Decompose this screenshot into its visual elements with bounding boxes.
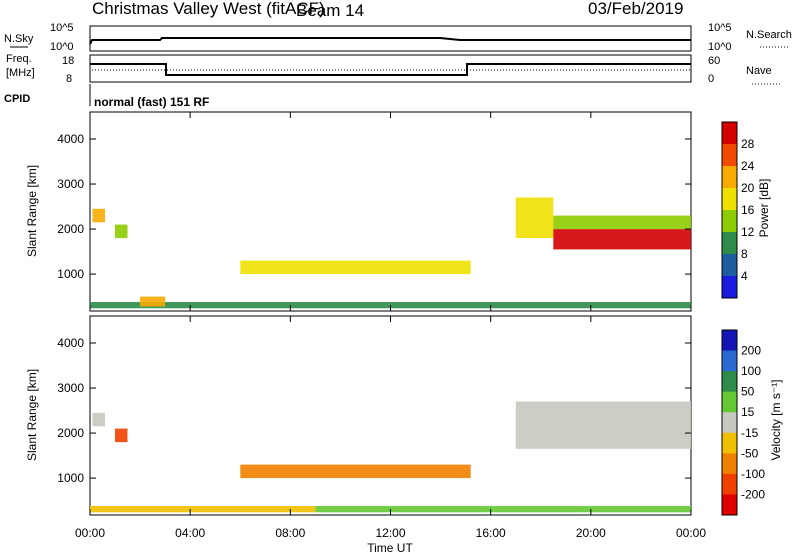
colorbar-tick-label: 12 [741, 225, 755, 239]
colorbar-swatch [722, 144, 737, 167]
power-y-axis: 1000 2000 3000 4000 [57, 132, 691, 281]
colorbar-tick-label: 24 [741, 159, 755, 173]
freq-right-tick-bottom: 0 [708, 73, 714, 85]
x-tick-label: 20:00 [576, 526, 606, 540]
colorbar-swatch [722, 453, 737, 475]
velocity-echo-region [515, 401, 691, 449]
power-echo-region [515, 197, 554, 238]
colorbar-frame [721, 121, 738, 299]
colorbar-tick-label: 20 [741, 181, 755, 195]
colorbar-swatch [722, 210, 737, 233]
sky-left-label: N.Sky [4, 33, 34, 45]
sky-right-tick-top: 10^5 [708, 22, 732, 34]
freq-left-tick-top: 18 [62, 55, 74, 67]
sky-right-tick-bottom: 10^0 [708, 41, 732, 53]
sky-left-tick-bottom: 10^0 [50, 41, 74, 53]
time-axis-label: Time UT [367, 541, 413, 554]
colorbar-swatch [722, 371, 737, 393]
date-label: 03/Feb/2019 [588, 0, 683, 18]
colorbar-swatch [722, 391, 737, 413]
velocity-colorbar-label: Velocity [m s⁻¹] [769, 379, 783, 460]
sky-right-label: N.Search [746, 29, 792, 41]
power-colorbar: 28 24 20 16 12 8 4 [721, 121, 755, 299]
power-echo-region [553, 229, 691, 250]
power-ylabel: Slant Range [km] [25, 165, 39, 257]
y-tick-label: 3000 [57, 381, 84, 395]
cpid-mode: normal (fast) 151 RF [94, 95, 209, 109]
colorbar-tick-label: -15 [741, 426, 759, 440]
x-tick-label: 04:00 [175, 526, 205, 540]
y-tick-label: 4000 [57, 336, 84, 350]
velocity-y-axis: 1000 2000 3000 4000 [57, 336, 691, 485]
power-echo-region [140, 296, 166, 307]
y-tick-label: 2000 [57, 222, 84, 236]
station-title: Christmas Valley West (fitACF) [92, 0, 325, 18]
colorbar-tick-label: -200 [741, 487, 765, 501]
cpid-label: CPID [4, 93, 30, 105]
velocity-plot [90, 401, 691, 513]
time-axis: 00:00 04:00 08:00 12:00 16:00 20:00 00:00 [75, 112, 706, 540]
x-tick-label: 08:00 [275, 526, 305, 540]
colorbar-swatch [722, 473, 737, 495]
velocity-echo-region [240, 464, 471, 479]
velocity-echo-region [115, 428, 128, 443]
power-echo-region [240, 260, 471, 275]
colorbar-tick-label: -100 [741, 467, 765, 481]
x-tick-label: 12:00 [375, 526, 405, 540]
power-panel-frame [89, 111, 692, 312]
colorbar-swatch [722, 412, 737, 434]
colorbar-tick-label: 8 [741, 247, 748, 261]
power-echo-region [92, 208, 105, 223]
velocity-ylabel: Slant Range [km] [25, 369, 39, 461]
colorbar-swatch [722, 166, 737, 189]
colorbar-swatch [722, 188, 737, 211]
colorbar-swatch [722, 432, 737, 454]
colorbar-tick-label: -50 [741, 446, 759, 460]
velocity-echo-region [92, 412, 105, 427]
velocity-echo-region [90, 506, 316, 513]
velocity-echo-region [315, 506, 691, 513]
y-tick-label: 1000 [57, 267, 84, 281]
freq-right-tick-top: 60 [708, 55, 720, 67]
freq-trace [90, 63, 691, 76]
colorbar-swatch [722, 494, 737, 516]
freq-left-label-2: [MHz] [6, 67, 35, 79]
nave-label: Nave [746, 65, 772, 77]
power-echo-region [115, 224, 128, 239]
y-tick-label: 3000 [57, 177, 84, 191]
velocity-colorbar: 200 100 50 15 -15 -50 -100 -200 [721, 329, 765, 516]
colorbar-swatch [722, 276, 737, 299]
x-tick-label: 16:00 [476, 526, 506, 540]
power-plot [90, 197, 691, 309]
y-tick-label: 4000 [57, 132, 84, 146]
colorbar-swatch [722, 254, 737, 277]
nsky-trace [89, 37, 691, 45]
colorbar-tick-label: 15 [741, 405, 755, 419]
colorbar-frame [721, 329, 738, 516]
y-tick-label: 2000 [57, 426, 84, 440]
colorbar-swatch [722, 330, 737, 352]
colorbar-tick-label: 28 [741, 137, 755, 151]
colorbar-swatch [722, 122, 737, 145]
colorbar-swatch [722, 232, 737, 255]
freq-left-label-1: Freq. [6, 53, 32, 65]
freq-left-tick-bottom: 8 [66, 73, 72, 85]
colorbar-tick-label: 100 [741, 364, 761, 378]
x-tick-label: 00:00 [676, 526, 706, 540]
y-tick-label: 1000 [57, 471, 84, 485]
colorbar-tick-label: 4 [741, 269, 748, 283]
beam-label: Beam 14 [296, 1, 364, 20]
freq-panel-frame [89, 54, 692, 83]
sky-left-tick-top: 10^5 [50, 22, 74, 34]
power-colorbar-label: Power [dB] [757, 179, 771, 238]
x-tick-label: 00:00 [75, 526, 105, 540]
colorbar-tick-label: 16 [741, 203, 755, 217]
colorbar-tick-label: 200 [741, 344, 761, 358]
colorbar-swatch [722, 350, 737, 372]
power-echo-region [553, 215, 691, 230]
colorbar-tick-label: 50 [741, 385, 755, 399]
sky-panel-frame [89, 25, 692, 52]
